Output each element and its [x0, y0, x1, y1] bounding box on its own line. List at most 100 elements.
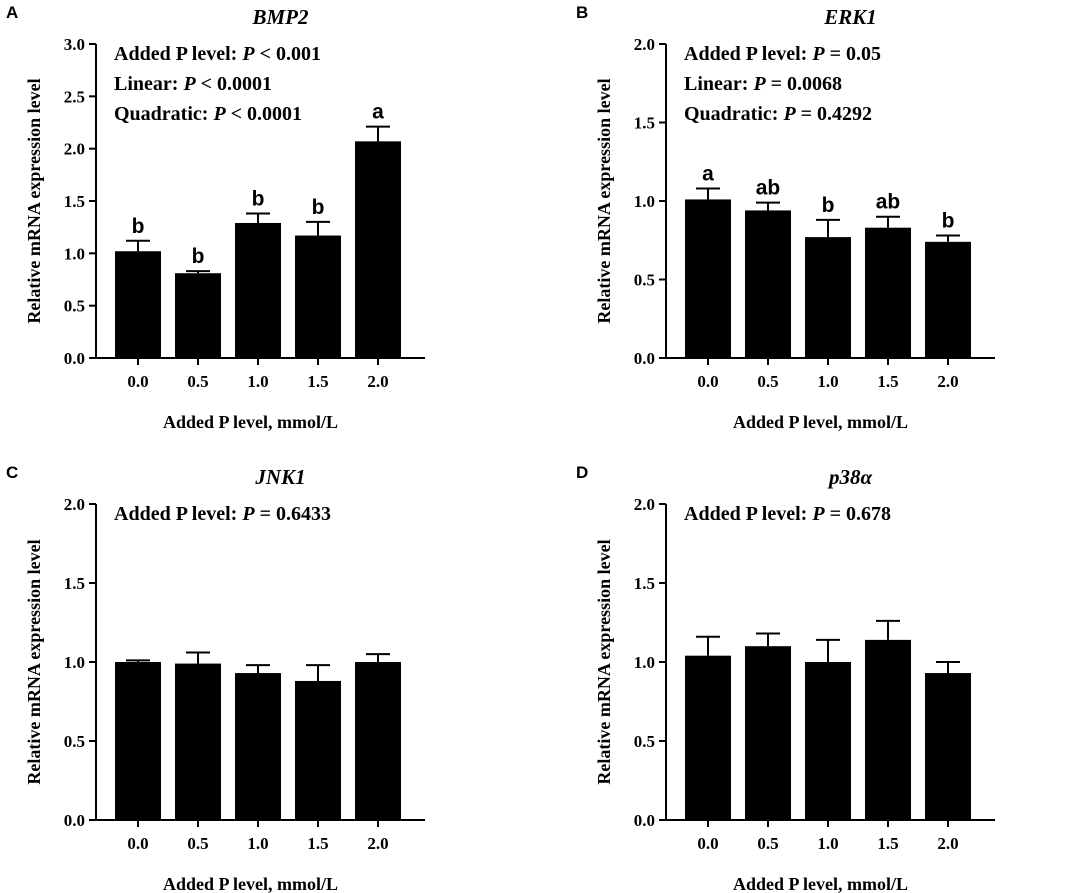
significance-letter: ab: [876, 191, 901, 214]
bar: [235, 222, 281, 358]
significance-letter: b: [132, 215, 145, 238]
x-tick-label: 0.5: [757, 834, 778, 853]
x-tick-label: 0.0: [127, 372, 148, 391]
stat-prefix: Linear:: [684, 73, 753, 95]
y-tick-label: 2.0: [64, 495, 85, 514]
y-axis-title: Relative mRNA expression level: [24, 539, 44, 784]
chart-title: ERK1: [823, 5, 877, 29]
bar: [745, 646, 791, 820]
x-tick-label: 1.5: [877, 372, 898, 391]
stat-prefix: Quadratic:: [684, 103, 783, 125]
panel-letter: D: [576, 463, 588, 482]
bar: [925, 241, 971, 358]
y-tick-label: 1.0: [64, 244, 85, 263]
y-tick-label: 3.0: [64, 35, 85, 54]
stat-line: Quadratic: P = 0.4292: [684, 103, 872, 125]
x-tick-label: 1.5: [307, 372, 328, 391]
x-axis-title: Added P level, mmol/L: [733, 874, 908, 893]
y-tick-label: 1.5: [64, 192, 85, 211]
significance-letter: b: [942, 210, 955, 233]
stat-prefix: Added P level:: [684, 43, 812, 65]
bar: [115, 662, 161, 820]
bar: [175, 663, 221, 820]
stat-line: Linear: P < 0.0001: [114, 73, 272, 95]
stat-line: Quadratic: P < 0.0001: [114, 103, 302, 125]
x-tick-label: 0.0: [697, 372, 718, 391]
chart-title: p38α: [827, 465, 873, 489]
significance-letter: b: [192, 245, 205, 268]
x-axis-title: Added P level, mmol/L: [733, 412, 908, 432]
chart-title: BMP2: [251, 5, 309, 29]
stat-value: < 0.0001: [196, 73, 272, 95]
stat-prefix: Added P level:: [684, 503, 812, 525]
stat-p-symbol: P: [811, 503, 825, 525]
stat-prefix: Added P level:: [114, 503, 242, 525]
x-tick-label: 2.0: [937, 372, 958, 391]
x-axis-title: Added P level, mmol/L: [163, 874, 338, 893]
stat-value: = 0.05: [825, 43, 881, 65]
stat-line: Added P level: P = 0.678: [684, 503, 891, 525]
stat-value: = 0.678: [825, 503, 891, 525]
x-tick-label: 0.5: [757, 372, 778, 391]
panel-letter: C: [6, 463, 18, 482]
bar: [295, 680, 341, 820]
x-tick-label: 2.0: [937, 834, 958, 853]
x-tick-label: 2.0: [367, 372, 388, 391]
x-tick-label: 1.5: [877, 834, 898, 853]
y-tick-label: 0.5: [64, 732, 85, 751]
stat-value: < 0.001: [255, 43, 321, 65]
stat-prefix: Quadratic:: [114, 103, 213, 125]
stat-p-symbol: P: [212, 103, 226, 125]
panel-a: A BMP2 0.0 0.5 1.0 1.5 2.0 2.5 3.0 Relative mRNA …: [6, 3, 425, 432]
y-tick-label: 1.0: [634, 192, 655, 211]
bar: [355, 141, 401, 358]
significance-letter: b: [312, 196, 325, 219]
bar: [925, 673, 971, 820]
x-tick-label: 0.5: [187, 372, 208, 391]
y-axis-title: Relative mRNA expression level: [594, 539, 614, 784]
y-tick-label: 0.0: [64, 811, 85, 830]
y-tick-label: 1.5: [634, 114, 655, 133]
stat-p-symbol: P: [811, 43, 825, 65]
y-tick-label: 0.0: [634, 349, 655, 368]
y-tick-label: 2.0: [634, 495, 655, 514]
significance-letter: ab: [756, 177, 781, 200]
bar: [295, 235, 341, 358]
y-tick-label: 0.0: [634, 811, 655, 830]
chart-title: JNK1: [254, 465, 305, 489]
y-tick-label: 1.5: [64, 574, 85, 593]
stat-line: Added P level: P < 0.001: [114, 43, 321, 65]
bar: [805, 237, 851, 358]
y-axis-title: Relative mRNA expression level: [594, 78, 614, 323]
y-tick-label: 1.0: [64, 653, 85, 672]
stat-line: Added P level: P = 0.05: [684, 43, 881, 65]
significance-letter: b: [822, 194, 835, 217]
bar: [865, 227, 911, 358]
stat-p-symbol: P: [241, 43, 255, 65]
bar: [235, 673, 281, 820]
x-tick-label: 1.0: [817, 834, 838, 853]
stat-line: Added P level: P = 0.6433: [114, 503, 331, 525]
stat-value: = 0.4292: [796, 103, 872, 125]
panel-letter: A: [6, 3, 18, 22]
y-tick-label: 2.0: [64, 140, 85, 159]
bar: [355, 662, 401, 820]
significance-letter: a: [702, 162, 714, 185]
y-tick-label: 0.5: [634, 732, 655, 751]
x-tick-label: 0.0: [127, 834, 148, 853]
y-tick-label: 0.0: [64, 349, 85, 368]
stat-p-symbol: P: [241, 503, 255, 525]
bar: [175, 273, 221, 358]
bar: [685, 655, 731, 820]
stat-prefix: Added P level:: [114, 43, 242, 65]
x-tick-label: 1.0: [247, 372, 268, 391]
bar: [805, 662, 851, 820]
stat-value: = 0.6433: [255, 503, 331, 525]
y-tick-label: 2.0: [634, 35, 655, 54]
x-tick-label: 0.5: [187, 834, 208, 853]
y-axis-title: Relative mRNA expression level: [24, 78, 44, 323]
stat-value: < 0.0001: [226, 103, 302, 125]
